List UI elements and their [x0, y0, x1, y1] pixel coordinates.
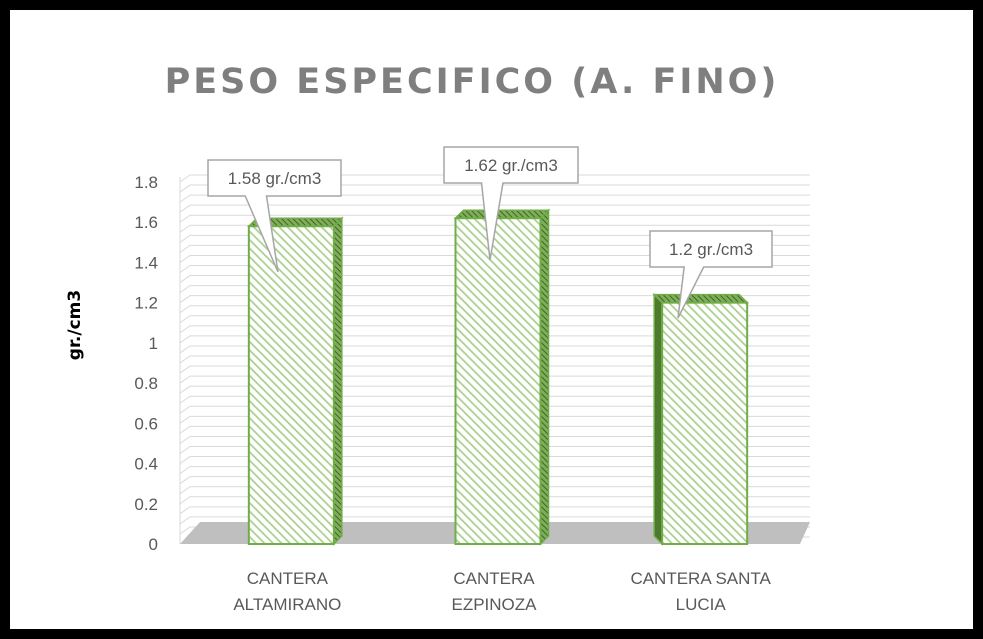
y-tick-label: 1	[149, 334, 158, 353]
gridline	[179, 275, 810, 283]
data-label-callout	[207, 159, 342, 273]
category-label: CANTERA ALTAMIRANO	[233, 569, 341, 614]
y-tick-label: 0.6	[134, 414, 158, 433]
gridline	[179, 204, 810, 213]
bar-front	[247, 225, 335, 545]
gridline	[179, 506, 810, 515]
category-label-line: EZPINOZA	[451, 595, 537, 614]
gridline	[179, 234, 810, 243]
y-tick-labels: 0 0.2 0.4 0.6 0.8 1 1.2 1.4 1.6 1.8	[134, 173, 158, 554]
gridlines	[179, 174, 810, 545]
gridline	[179, 285, 810, 294]
data-label-text: 1.58 gr./cm3	[228, 169, 322, 188]
gridline	[179, 214, 810, 223]
gridline	[179, 355, 810, 364]
bar-side	[539, 208, 550, 546]
y-tick-label: 0.2	[134, 495, 158, 514]
gridline	[179, 486, 810, 495]
category-label: CANTERA SANTA LUCIA	[630, 569, 771, 614]
gridline	[179, 375, 810, 384]
data-label-callout	[649, 230, 773, 319]
data-label-text: 1.2 gr./cm3	[669, 240, 753, 259]
bar-side	[653, 292, 663, 546]
bars	[247, 208, 749, 546]
y-tick-label: 1.4	[134, 253, 158, 272]
gridline	[179, 315, 810, 324]
gridline	[179, 435, 810, 444]
y-tick-label: 0.4	[134, 455, 158, 474]
chart-title: PESO ESPECIFICO (A. FINO)	[165, 62, 780, 102]
gridline	[179, 335, 810, 344]
data-label: 1.58 gr./cm3	[207, 159, 342, 273]
data-labels: 1.58 gr./cm3 1.62 gr./cm3 1.2 gr./cm3	[207, 146, 773, 319]
gridline	[179, 405, 810, 414]
gridline	[179, 516, 810, 525]
gridline	[179, 265, 810, 273]
gridline	[179, 385, 810, 394]
gridline	[179, 415, 810, 424]
gridline	[179, 174, 810, 183]
bar-front	[454, 217, 542, 545]
category-label-line: CANTERA	[453, 569, 535, 588]
category-label-line: CANTERA SANTA	[630, 569, 771, 588]
gridline	[179, 224, 810, 233]
category-labels: CANTERAALTAMIRANOCANTERAEZPINOZACANTERA …	[233, 569, 771, 614]
data-label: 1.2 gr./cm3	[649, 230, 773, 319]
gridline	[179, 395, 810, 404]
bar-front	[661, 301, 749, 545]
chart-frame: PESO ESPECIFICO (A. FINO) gr./cm3 0 0.2 0.…	[10, 10, 973, 629]
bar-side	[333, 216, 343, 546]
gridline	[179, 194, 810, 203]
gridline	[179, 446, 810, 454]
y-tick-label: 0.8	[134, 374, 158, 393]
bar	[247, 216, 344, 546]
gridline	[179, 365, 810, 374]
gridline	[179, 476, 810, 485]
gridline	[179, 295, 810, 304]
gridline	[179, 496, 810, 505]
data-label-text: 1.62 gr./cm3	[464, 156, 558, 175]
gridline	[179, 184, 810, 193]
y-tick-label: 1.2	[134, 294, 158, 313]
bar-chart: PESO ESPECIFICO (A. FINO) gr./cm3 0 0.2 0.…	[65, 62, 810, 614]
bar	[652, 292, 749, 546]
category-label: CANTERA EZPINOZA	[451, 569, 537, 614]
category-label-line: LUCIA	[676, 595, 727, 614]
y-tick-label: 0	[149, 535, 158, 554]
y-tick-label: 1.8	[134, 173, 158, 192]
bar	[453, 208, 551, 546]
gridline	[179, 456, 810, 464]
category-label-line: CANTERA	[247, 569, 329, 588]
data-label: 1.62 gr./cm3	[443, 146, 579, 261]
bar-top	[453, 209, 551, 219]
gridline	[179, 425, 810, 434]
gridline	[179, 305, 810, 314]
gridline	[179, 466, 810, 475]
gridline	[179, 345, 810, 354]
gridline	[179, 254, 810, 263]
data-label-callout	[443, 146, 579, 261]
gridline	[179, 325, 810, 334]
category-label-line: ALTAMIRANO	[233, 595, 341, 614]
bar-top	[652, 293, 749, 304]
y-tick-label: 1.6	[134, 213, 158, 232]
gridline	[179, 244, 810, 253]
y-axis-label: gr./cm3	[65, 290, 85, 360]
